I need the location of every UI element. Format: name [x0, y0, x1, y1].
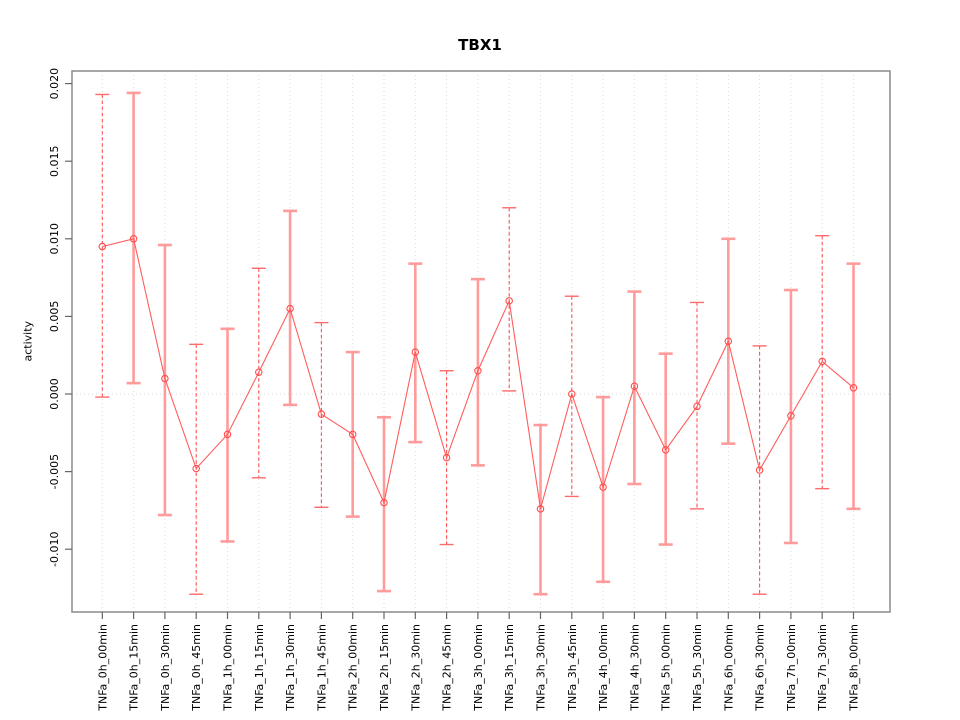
- x-tick-label: TNFa_2h_00min: [347, 624, 360, 712]
- data-point-marker: [255, 368, 263, 377]
- data-point-marker: [474, 366, 482, 375]
- x-tick-label: TNFa_1h_45min: [315, 624, 328, 712]
- y-axis-label: activity: [21, 320, 35, 362]
- data-point-marker: [693, 402, 701, 411]
- data-point-marker: [411, 348, 420, 356]
- x-tick-label: TNFa_5h_00min: [660, 624, 673, 712]
- data-point-marker: [442, 453, 451, 462]
- x-tick-label: TNFa_8h_00min: [848, 624, 861, 712]
- data-point-marker: [599, 483, 607, 491]
- chart-title: TBX1: [458, 36, 502, 54]
- y-tick-label: -0.005: [48, 454, 61, 489]
- x-tick-label: TNFa_3h_30min: [535, 624, 548, 712]
- data-point-marker: [849, 384, 858, 392]
- y-tick-label: 0.005: [48, 301, 61, 333]
- y-tick-label: 0.015: [48, 145, 61, 177]
- x-tick-label: TNFa_2h_15min: [378, 624, 391, 712]
- y-tick-label: 0.010: [48, 223, 61, 255]
- data-point-marker: [161, 374, 169, 383]
- x-tick-label: TNFa_6h_30min: [754, 624, 767, 712]
- x-tick-label: TNFa_1h_15min: [253, 624, 266, 712]
- data-point-marker: [568, 390, 576, 398]
- data-point-marker: [724, 337, 733, 345]
- x-tick-label: TNFa_4h_30min: [628, 624, 641, 712]
- x-tick-label: TNFa_1h_00min: [222, 624, 235, 712]
- data-point-marker: [380, 498, 388, 507]
- x-tick-label: TNFa_0h_45min: [190, 624, 203, 712]
- plot-border: [71, 70, 891, 613]
- data-point-marker: [98, 242, 107, 251]
- x-tick-label: TNFa_0h_15min: [128, 624, 141, 712]
- x-tick-label: TNFa_2h_45min: [441, 624, 454, 712]
- y-tick-label: -0.010: [48, 531, 61, 566]
- data-point-marker: [505, 297, 513, 305]
- data-point-marker: [223, 430, 232, 439]
- data-point-marker: [818, 357, 826, 366]
- data-point-marker: [286, 304, 294, 313]
- data-point-marker: [536, 505, 545, 513]
- y-tick-label: 0.020: [48, 68, 61, 100]
- x-tick-label: TNFa_0h_30min: [159, 624, 172, 712]
- data-point-marker: [129, 235, 138, 243]
- x-tick-label: TNFa_7h_30min: [816, 624, 829, 712]
- x-tick-label: TNFa_0h_00min: [96, 624, 109, 712]
- x-tick-label: TNFa_6h_00min: [722, 624, 735, 712]
- series-line: [102, 238, 854, 509]
- data-point-marker: [755, 466, 764, 474]
- x-tick-label: TNFa_1h_30min: [284, 624, 297, 712]
- x-tick-label: TNFa_3h_00min: [472, 624, 485, 712]
- y-tick-label: 0.000: [48, 378, 61, 410]
- x-tick-label: TNFa_3h_15min: [503, 624, 516, 712]
- x-tick-label: TNFa_4h_00min: [597, 624, 610, 712]
- data-point-marker: [192, 464, 200, 473]
- x-tick-label: TNFa_2h_30min: [409, 624, 422, 712]
- x-tick-label: TNFa_5h_30min: [691, 624, 704, 712]
- data-point-marker: [787, 411, 795, 420]
- x-tick-label: TNFa_7h_00min: [785, 624, 798, 712]
- data-point-marker: [630, 382, 639, 390]
- data-point-marker: [661, 446, 670, 454]
- data-point-marker: [348, 430, 357, 439]
- x-tick-label: TNFa_3h_45min: [566, 624, 579, 712]
- data-point-marker: [317, 410, 326, 418]
